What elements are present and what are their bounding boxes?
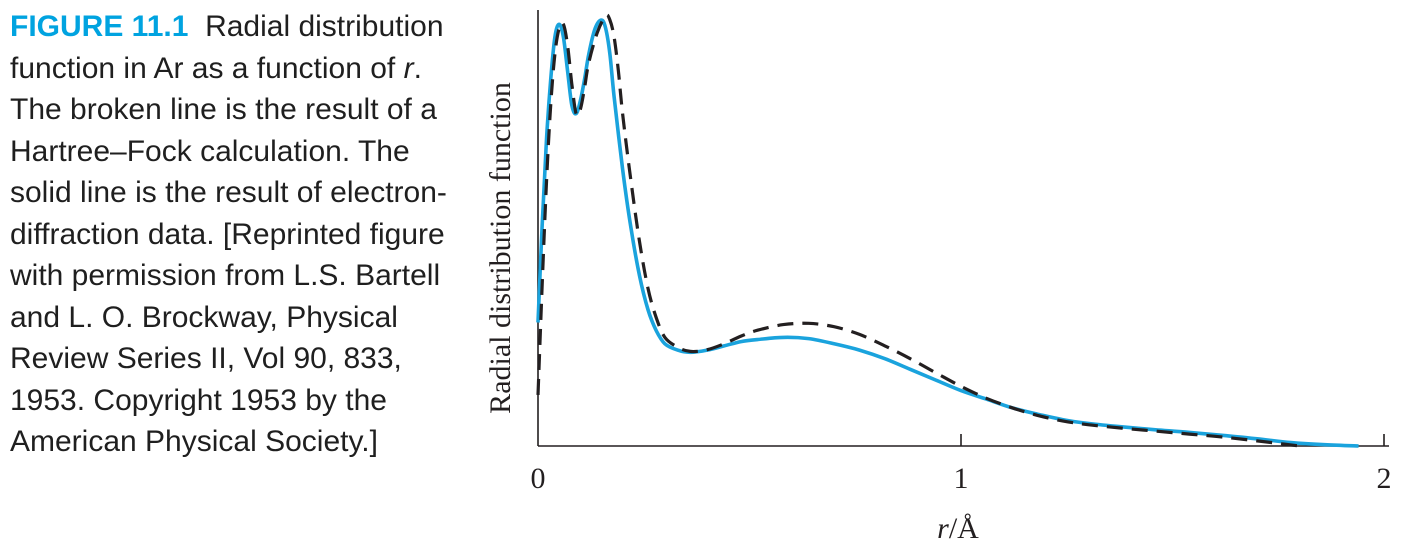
caption-text-2: . The broken line is the result of a Har… xyxy=(10,51,447,459)
series-line-dashed xyxy=(536,13,1300,448)
x-tick-label-0: 0 xyxy=(531,462,546,495)
figure-label: FIGURE 11.1 xyxy=(10,10,189,43)
caption-text-1: Radial distribution function in Ar as a … xyxy=(10,10,444,85)
x-axis-unit: /Å xyxy=(949,512,979,545)
x-axis-var: r xyxy=(937,512,949,545)
x-ticks: 0 1 2 xyxy=(531,434,1392,495)
series-layer xyxy=(536,13,1359,448)
y-axis-title: Radial distribution function xyxy=(484,82,517,414)
x-axis-title: r/Å xyxy=(937,512,979,545)
x-tick-label-1: 1 xyxy=(954,462,969,495)
x-tick-label-2: 2 xyxy=(1377,462,1392,495)
caption-var-r: r xyxy=(403,51,414,85)
figure-caption: FIGURE 11.1 Radial distribution function… xyxy=(10,6,450,463)
axes xyxy=(537,10,1389,447)
series-line-solid xyxy=(536,18,1359,448)
